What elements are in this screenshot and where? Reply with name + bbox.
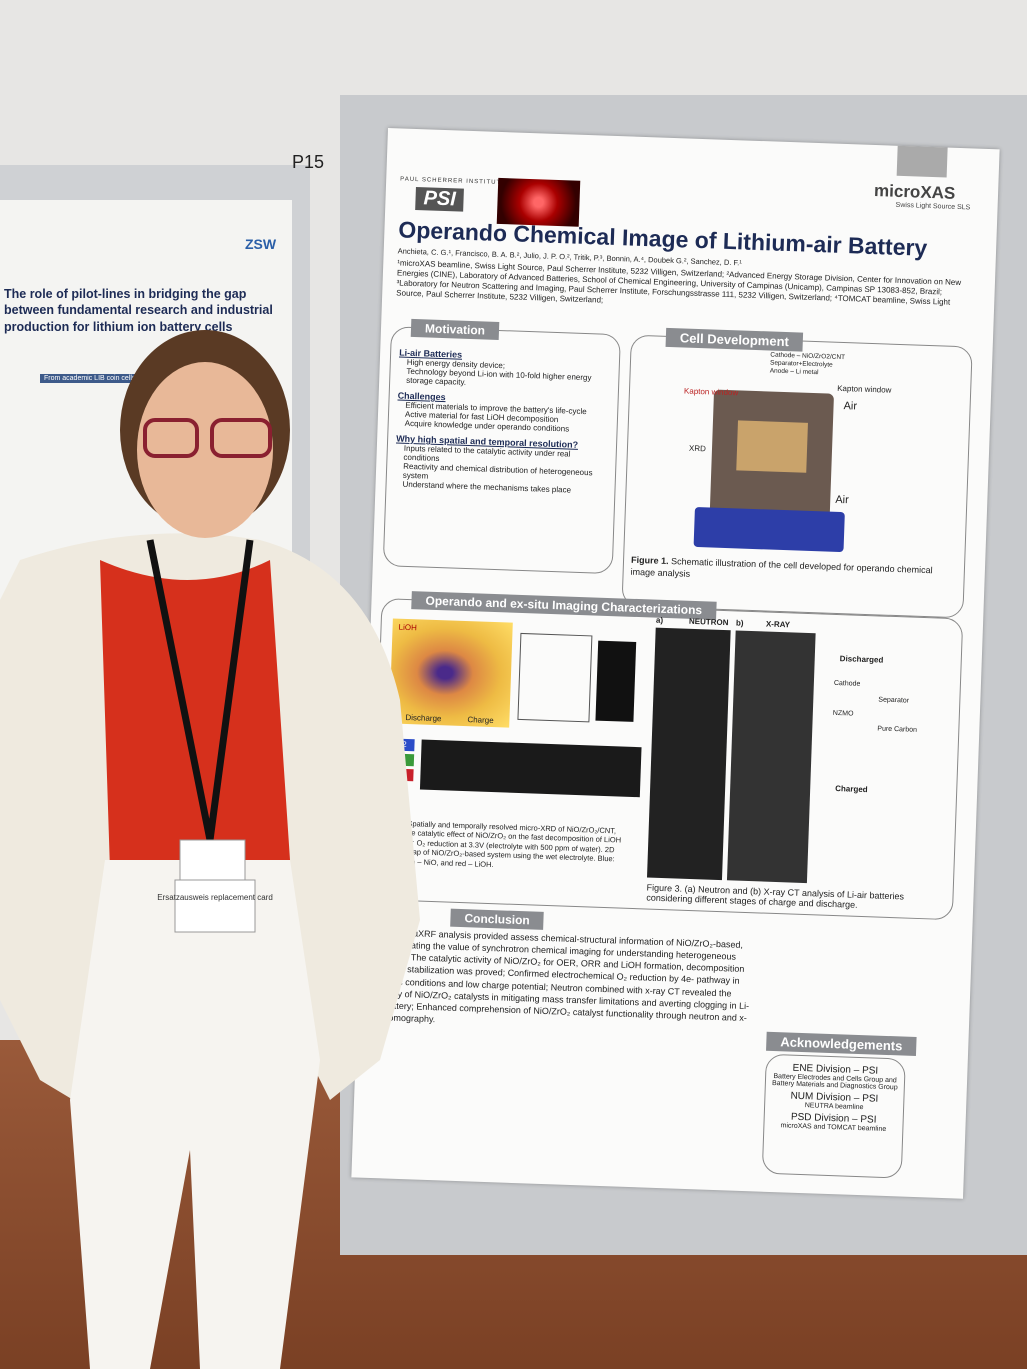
badge-text: Ersatzausweis replacement card bbox=[157, 893, 273, 902]
badge bbox=[174, 879, 256, 933]
left-poster-heading: From academic LIB coin cells to European bbox=[40, 374, 180, 383]
top bbox=[100, 560, 290, 870]
glasses bbox=[210, 418, 272, 458]
face bbox=[137, 362, 273, 538]
left-poster-title: The role of pilot-lines in bridging the … bbox=[4, 287, 273, 334]
glasses bbox=[143, 418, 199, 458]
trousers bbox=[70, 860, 320, 1369]
left-poster-logo: ZSW bbox=[245, 236, 277, 252]
board-number: P15 bbox=[292, 152, 325, 172]
badge-card bbox=[179, 839, 246, 881]
